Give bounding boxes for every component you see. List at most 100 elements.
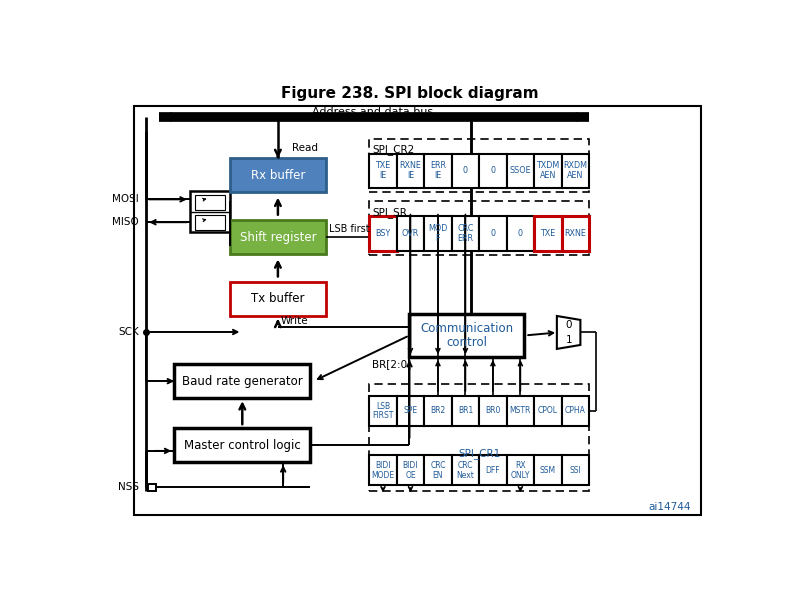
Text: Read: Read (292, 143, 317, 153)
Bar (397, 456, 424, 485)
Text: NSS: NSS (118, 482, 139, 492)
Bar (451, 456, 479, 485)
Text: Tx buffer: Tx buffer (251, 292, 304, 305)
Bar (479, 396, 507, 426)
Bar (174, 428, 311, 462)
Bar (507, 396, 534, 426)
Text: LSB
FIRST: LSB FIRST (372, 402, 394, 420)
Text: BSY: BSY (376, 229, 391, 238)
Bar (189, 191, 230, 232)
Text: SPE: SPE (403, 406, 418, 415)
Text: SCK: SCK (118, 327, 139, 337)
Bar (507, 456, 534, 485)
Text: TXE: TXE (540, 229, 555, 238)
Text: BR1: BR1 (458, 406, 473, 415)
Text: CRC
EN: CRC EN (430, 461, 446, 480)
Text: OVR: OVR (402, 229, 419, 238)
Bar (230, 158, 326, 192)
Text: SPI_SR: SPI_SR (372, 207, 407, 218)
Bar (369, 216, 397, 251)
Bar (369, 138, 589, 192)
Bar (479, 154, 507, 188)
Text: Baud rate generator: Baud rate generator (182, 375, 303, 388)
Polygon shape (557, 316, 580, 349)
Text: ai14744: ai14744 (649, 502, 691, 511)
Bar (230, 220, 326, 254)
Text: CPOL: CPOL (538, 406, 558, 415)
Text: Write: Write (281, 315, 308, 326)
Bar (562, 396, 589, 426)
Text: 0: 0 (463, 166, 468, 175)
Bar (397, 154, 424, 188)
Bar (397, 396, 424, 426)
Bar (534, 456, 562, 485)
Text: RXNE
IE: RXNE IE (400, 162, 421, 180)
Bar (479, 456, 507, 485)
Text: DFF: DFF (486, 466, 500, 475)
Text: 0: 0 (518, 229, 523, 238)
Bar (424, 154, 451, 188)
Text: CRC
Next: CRC Next (456, 461, 475, 480)
Bar (534, 216, 562, 251)
Bar (397, 216, 424, 251)
Bar (148, 484, 156, 491)
Text: CRC
ERR: CRC ERR (457, 224, 474, 243)
Text: MISO: MISO (112, 217, 139, 228)
Bar (424, 396, 451, 426)
Text: BR0: BR0 (485, 406, 501, 415)
Bar (451, 216, 479, 251)
Text: BR[2:0]: BR[2:0] (372, 359, 411, 369)
Text: SSI: SSI (570, 466, 581, 475)
Text: Master control logic: Master control logic (184, 439, 300, 451)
Bar (507, 216, 534, 251)
Text: MSTR: MSTR (510, 406, 531, 415)
Bar (369, 384, 589, 491)
Text: RX
ONLY: RX ONLY (511, 461, 530, 480)
Text: 0: 0 (491, 166, 495, 175)
Text: SSOE: SSOE (510, 166, 531, 175)
Bar (369, 396, 397, 426)
Bar (369, 154, 397, 188)
Bar (369, 456, 397, 485)
Bar (410, 314, 524, 357)
Text: Address and data bus: Address and data bus (312, 106, 433, 116)
Bar (230, 282, 326, 316)
Text: TXDM
AEN: TXDM AEN (536, 162, 559, 180)
Text: Communication
control: Communication control (420, 322, 513, 349)
Text: MOSI: MOSI (112, 194, 139, 204)
Bar (195, 195, 225, 210)
Bar (424, 456, 451, 485)
Text: SPI_CR2: SPI_CR2 (372, 144, 415, 156)
Bar (534, 396, 562, 426)
Text: SSM: SSM (540, 466, 556, 475)
Bar (195, 216, 225, 230)
Bar (479, 216, 507, 251)
Bar (451, 396, 479, 426)
Text: RXDM
AEN: RXDM AEN (563, 162, 587, 180)
Bar (451, 154, 479, 188)
Text: BIDI
OE: BIDI OE (403, 461, 418, 480)
Text: SPI_CR1: SPI_CR1 (458, 448, 500, 459)
Text: Shift register: Shift register (240, 230, 316, 244)
Bar (562, 154, 589, 188)
Text: 0: 0 (491, 229, 495, 238)
Bar (534, 154, 562, 188)
Text: RXNE: RXNE (564, 229, 586, 238)
Text: 1: 1 (566, 334, 572, 345)
Text: BIDI
MODE: BIDI MODE (372, 461, 395, 480)
Bar (562, 456, 589, 485)
Text: Rx buffer: Rx buffer (251, 169, 305, 182)
Text: ERR
IE: ERR IE (430, 162, 446, 180)
Text: LSB first: LSB first (329, 224, 370, 234)
Text: TXE
IE: TXE IE (376, 162, 391, 180)
Bar (174, 364, 311, 399)
Bar (134, 106, 701, 515)
Text: CPHA: CPHA (565, 406, 586, 415)
Bar (369, 201, 589, 255)
Text: Figure 238. SPI block diagram: Figure 238. SPI block diagram (280, 86, 539, 101)
Text: BR2: BR2 (431, 406, 446, 415)
Bar (424, 216, 451, 251)
Text: 0: 0 (566, 320, 572, 330)
Bar (562, 216, 589, 251)
Bar (507, 154, 534, 188)
